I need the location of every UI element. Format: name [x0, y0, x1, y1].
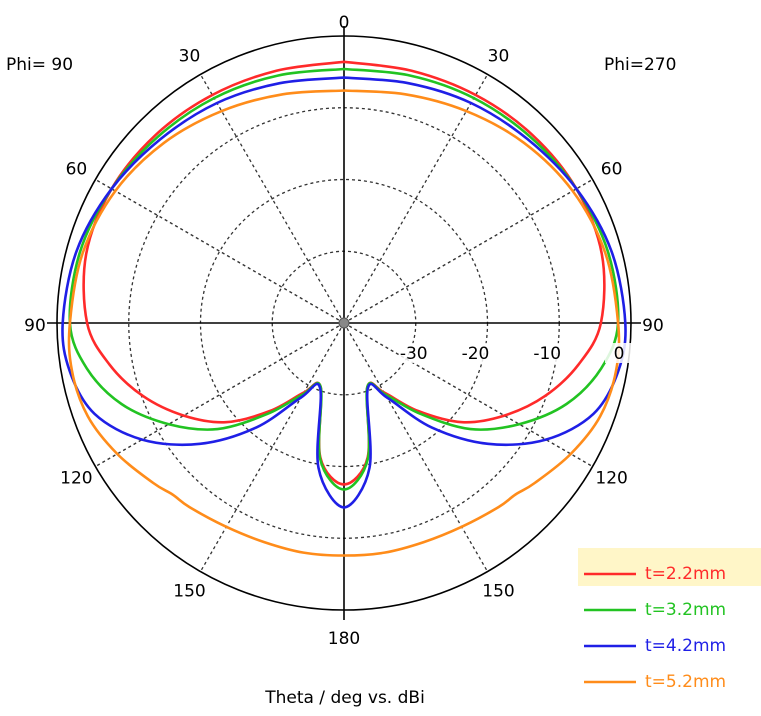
legend: t=2.2mm t=3.2mm t=4.2mm t=5.2mm: [578, 548, 761, 692]
angle-tick-label-5: 150: [173, 582, 205, 602]
x-axis-label: Theta / deg vs. dBi: [264, 688, 425, 708]
legend-label-4: t=5.2mm: [645, 672, 726, 692]
angle-tick-label-6: 180: [328, 629, 360, 649]
angle-tick-label-2: 60: [66, 160, 88, 180]
series-line-4: [67, 89, 621, 557]
angle-tick-label-0: 0: [339, 13, 350, 33]
angle-tick-label-11: 30: [488, 46, 510, 66]
grid-spoke-240: [95, 322, 345, 468]
series-line-2: [68, 67, 620, 491]
phi-left-label: Phi= 90: [6, 55, 73, 75]
angle-tick-label-4: 120: [60, 469, 92, 489]
grid-spoke-60: [343, 178, 593, 324]
series-line-1: [82, 60, 606, 486]
radial-tick-label-1: -20: [462, 344, 490, 364]
radial-label-bg-3: [605, 343, 633, 363]
radial-tick-label-3: 0: [614, 344, 625, 364]
legend-label-3: t=4.2mm: [645, 636, 726, 656]
grid-spoke-300: [95, 178, 345, 324]
angle-tick-label-7: 150: [482, 582, 514, 602]
radial-label-bg-0: [399, 343, 428, 363]
legend-label-2: t=3.2mm: [645, 600, 726, 620]
angle-tick-label-9: 90: [642, 316, 664, 336]
series-lines: [61, 60, 627, 557]
angle-tick-label-1: 30: [179, 46, 201, 66]
angle-tick-labels: 0 30 60 90 120 150 180 150 120 90 60 30: [24, 13, 664, 649]
angle-tick-label-8: 120: [595, 469, 627, 489]
radial-label-bg-2: [533, 343, 562, 363]
radial-tick-label-0: -30: [400, 344, 428, 364]
phi-right-label: Phi=270: [604, 55, 676, 75]
legend-label-1: t=2.2mm: [645, 564, 726, 584]
angle-tick-label-3: 90: [24, 316, 46, 336]
polar-grid: [47, 26, 641, 620]
radial-tick-label-2: -10: [533, 344, 561, 364]
angle-tick-label-10: 60: [601, 160, 623, 180]
radial-tick-labels: -30 -20 -10 0: [399, 343, 633, 364]
series-line-3: [61, 76, 627, 509]
center-marker: [338, 317, 350, 329]
legend-highlight: [578, 548, 761, 586]
radial-label-bg-1: [461, 343, 490, 363]
